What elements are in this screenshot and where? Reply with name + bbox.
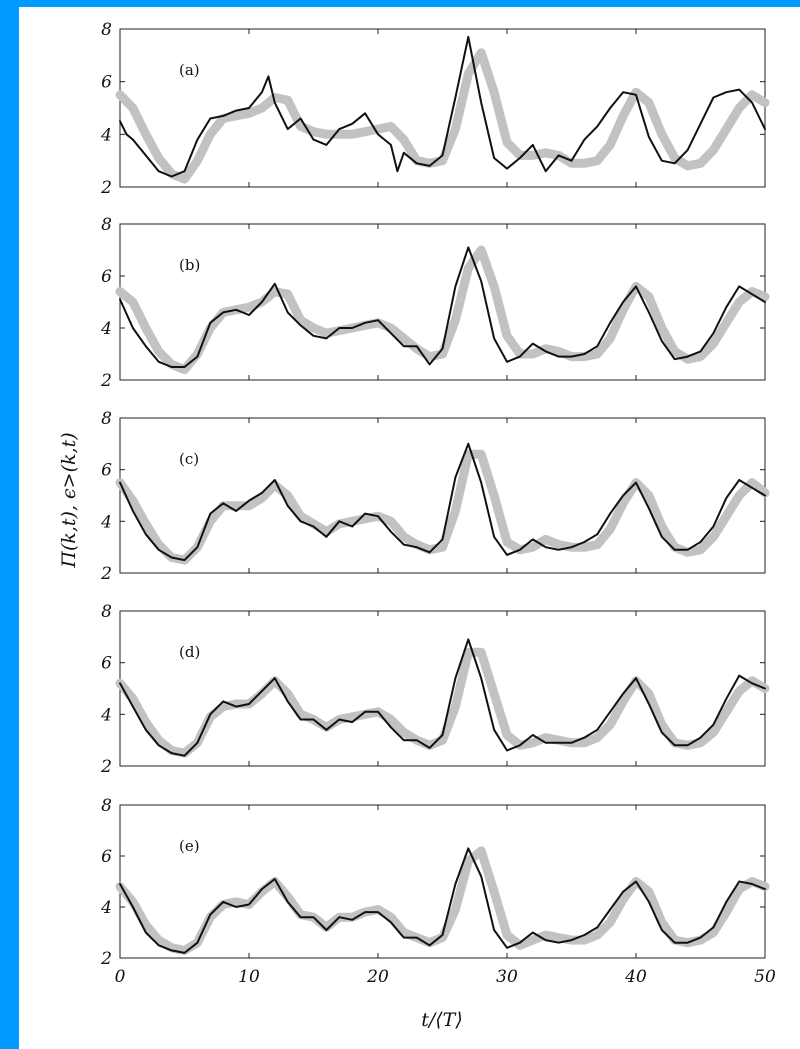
y-axis-label: Π(k,t), ϵ>(k,t) <box>58 432 80 568</box>
y-tick-label: 6 <box>101 461 112 481</box>
y-tick-label: 6 <box>101 73 112 93</box>
y-tick-label: 6 <box>101 847 112 867</box>
panels-group: 2 4 6 8 (a) 2 4 6 8 (b) 2 4 6 8 (c) 2 4 6 8 (d) 2 4 6 8 0 10 20 30 4… <box>100 20 776 987</box>
y-tick-label: 4 <box>100 898 112 918</box>
frame-left-bar <box>0 0 19 1049</box>
panel-label: (e) <box>179 837 200 855</box>
frame-top-bar <box>0 0 800 7</box>
y-tick-label: 8 <box>101 409 112 429</box>
y-tick-label: 2 <box>100 564 112 584</box>
x-tick-label: 50 <box>754 967 776 987</box>
series-thick-grey <box>115 48 770 184</box>
series-thin-black <box>119 442 766 562</box>
panel-label: (d) <box>179 643 200 661</box>
series-thick-grey <box>115 647 770 758</box>
y-tick-label: 6 <box>101 267 112 287</box>
x-axis-label: t/⟨T⟩ <box>421 1009 463 1031</box>
y-tick-label: 8 <box>101 215 112 235</box>
y-tick-label: 8 <box>101 20 112 40</box>
panel-label: (b) <box>179 256 200 274</box>
y-tick-label: 4 <box>100 319 112 339</box>
x-tick-label: 20 <box>366 967 389 987</box>
panel-5: 2 4 6 8 0 10 20 30 40 50 (e) <box>100 796 776 987</box>
series-thin-black <box>119 847 766 954</box>
panel-3: 2 4 6 8 (c) <box>100 409 770 584</box>
panel-2: 2 4 6 8 (b) <box>100 215 770 391</box>
panel-label: (a) <box>179 61 200 79</box>
x-tick-label: 0 <box>115 967 126 987</box>
series-thin-black <box>119 638 766 757</box>
y-tick-label: 2 <box>100 949 112 969</box>
y-tick-label: 8 <box>101 796 112 816</box>
panel-label: (c) <box>179 450 199 468</box>
y-tick-label: 2 <box>100 757 112 777</box>
y-tick-label: 4 <box>100 125 112 145</box>
x-tick-label: 10 <box>238 967 260 987</box>
y-tick-label: 2 <box>100 178 112 198</box>
y-tick-label: 4 <box>100 512 112 532</box>
panel-4: 2 4 6 8 (d) <box>100 602 770 777</box>
series-thin-black <box>119 35 766 178</box>
y-tick-label: 2 <box>100 371 112 391</box>
x-tick-label: 40 <box>624 967 647 987</box>
y-tick-label: 4 <box>100 705 112 725</box>
series-thin-black <box>119 246 766 368</box>
y-tick-label: 6 <box>101 654 112 674</box>
panel-1: 2 4 6 8 (a) <box>100 20 770 198</box>
y-tick-label: 8 <box>101 602 112 622</box>
x-tick-label: 30 <box>496 967 518 987</box>
